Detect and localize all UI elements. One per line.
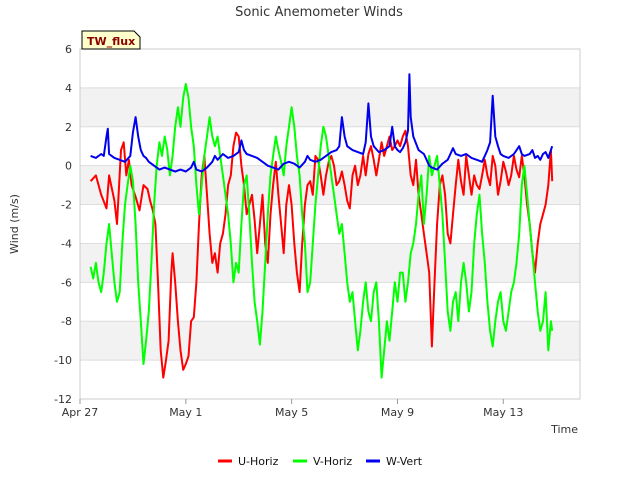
tw-flux-badge: TW_flux (81, 30, 141, 50)
y-tick-label: -12 (54, 393, 72, 406)
y-tick-label: -6 (61, 276, 72, 289)
chart-title: Sonic Anemometer Winds (235, 5, 403, 20)
series-line-w-vert (90, 73, 554, 173)
badge-label: TW_flux (87, 35, 135, 48)
y-tick-label: -4 (61, 237, 72, 250)
plot-band (80, 321, 580, 361)
y-tick-label: 2 (65, 121, 72, 134)
badge-box (81, 30, 141, 50)
x-tick-label: May 5 (275, 406, 308, 419)
y-axis-label: Wind (m/s) (8, 194, 21, 254)
y-tick-label: 6 (65, 43, 72, 56)
plot-band (80, 87, 580, 127)
legend-label: W-Vert (386, 455, 423, 468)
y-tick-label: 4 (65, 82, 72, 95)
plot-band (80, 243, 580, 283)
legend-label: U-Horiz (238, 455, 279, 468)
y-tick-label: -2 (61, 199, 72, 212)
x-tick-label: May 13 (483, 406, 523, 419)
x-axis-label: Time (550, 423, 578, 436)
x-tick-label: Apr 27 (62, 406, 99, 419)
y-tick-label: -8 (61, 315, 72, 328)
series-lines (89, 73, 554, 379)
plot-frame (79, 48, 581, 400)
legend-label: V-Horiz (313, 455, 352, 468)
y-tick-label: -10 (54, 354, 72, 367)
legend: U-Horiz V-Horiz W-Vert (218, 455, 423, 468)
x-tick-label: May 9 (381, 406, 414, 419)
y-axis-ticks: -12 -10 -8 -6 -4 -2 0 2 4 6 (54, 43, 72, 406)
x-axis-ticks: Apr 27 May 1 May 5 May 9 May 13 (62, 399, 523, 419)
x-tick-label: May 1 (169, 406, 202, 419)
series-line-v-horiz (89, 83, 554, 379)
y-tick-label: 0 (65, 160, 72, 173)
